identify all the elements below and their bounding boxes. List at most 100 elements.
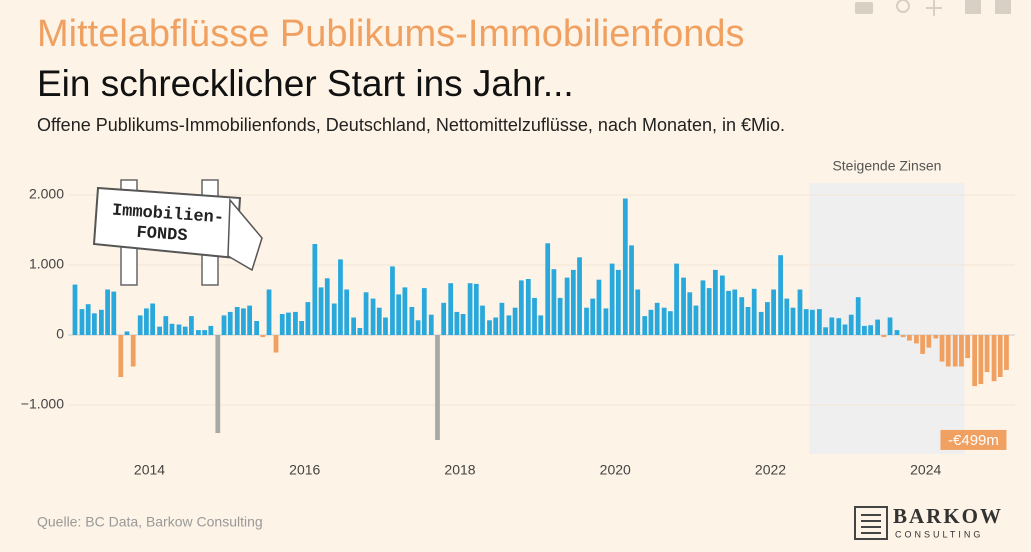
bar <box>622 198 628 335</box>
bar <box>545 243 551 335</box>
chart-title: Mittelabflüsse Publikums-Immobilienfonds <box>37 13 745 55</box>
bar <box>130 335 136 367</box>
bar <box>739 297 745 335</box>
logo-lines <box>861 514 881 534</box>
bar <box>596 279 602 335</box>
bar <box>590 298 596 335</box>
bar <box>383 317 388 335</box>
bar <box>266 289 272 335</box>
bar <box>176 324 182 335</box>
bar <box>72 284 78 335</box>
bar <box>926 335 932 348</box>
bar <box>875 319 880 335</box>
bar <box>959 335 964 367</box>
bar <box>247 305 253 335</box>
camera-icon[interactable] <box>855 2 873 14</box>
bar <box>202 330 207 335</box>
bar <box>881 335 887 338</box>
bar <box>842 324 848 335</box>
bar <box>487 320 492 335</box>
shaded-region-label: Steigende Zinsen <box>832 158 941 174</box>
bar <box>318 287 324 335</box>
bar <box>363 292 369 335</box>
bar <box>564 277 570 335</box>
bar <box>1004 335 1009 370</box>
bar <box>351 317 357 335</box>
bar <box>862 325 867 335</box>
x-tick-label: 2024 <box>910 462 941 478</box>
bar <box>506 315 512 335</box>
bar <box>584 307 589 335</box>
bar <box>111 291 117 335</box>
y-tick-label: −1.000 <box>21 396 64 412</box>
bar <box>894 330 900 335</box>
annotation-box <box>940 429 1007 450</box>
bar <box>525 279 531 335</box>
bar <box>900 335 906 338</box>
bar <box>182 326 188 335</box>
bar <box>920 335 926 354</box>
bar <box>887 317 893 335</box>
bar <box>150 303 155 335</box>
bar <box>99 309 104 335</box>
bar <box>945 335 951 367</box>
zoom-in-icon[interactable] <box>965 0 981 14</box>
bar <box>726 290 731 335</box>
bar <box>907 335 912 341</box>
bar <box>357 328 363 335</box>
bar <box>331 303 337 335</box>
bar <box>441 302 447 335</box>
logo-sub: CONSULTING <box>895 529 983 539</box>
bar <box>603 308 609 335</box>
shaded-region <box>809 183 965 454</box>
bar <box>493 317 499 335</box>
bar <box>196 330 201 335</box>
bar <box>654 302 660 335</box>
sign-tag <box>227 198 263 272</box>
bar <box>758 311 764 335</box>
bar <box>997 335 1003 377</box>
bar <box>215 335 221 433</box>
bar <box>577 257 582 335</box>
pan-icon[interactable] <box>926 0 942 16</box>
bar <box>771 289 776 335</box>
bar <box>254 321 259 335</box>
bar <box>855 297 861 335</box>
bar <box>454 311 460 335</box>
bar <box>803 309 809 335</box>
bar <box>390 266 395 335</box>
zoom-out-icon[interactable] <box>995 0 1011 14</box>
bar <box>784 298 790 335</box>
sign-text: FONDS <box>136 224 188 247</box>
bar <box>118 335 124 377</box>
bar <box>745 307 751 335</box>
bar <box>557 297 563 335</box>
logo: BARKOW CONSULTING <box>854 504 1001 540</box>
bar <box>732 289 738 335</box>
y-tick-label: 0 <box>56 326 64 342</box>
bar <box>415 320 421 335</box>
bar <box>338 259 343 335</box>
bar <box>551 269 557 335</box>
bar <box>241 308 246 335</box>
bar <box>460 314 466 335</box>
bar <box>227 311 233 335</box>
zoom-icon[interactable] <box>896 0 910 13</box>
y-tick-label: 1.000 <box>29 256 64 272</box>
annotation: -€499m <box>940 429 1007 450</box>
bar <box>299 321 305 335</box>
bar <box>189 316 194 335</box>
bar <box>790 307 796 335</box>
bar <box>480 305 485 335</box>
bar <box>157 326 162 335</box>
bar <box>848 314 854 335</box>
bar <box>939 335 945 362</box>
bar <box>409 307 415 335</box>
bar <box>538 315 544 335</box>
bar <box>324 278 330 335</box>
x-tick-label: 2022 <box>755 462 786 478</box>
bar <box>273 335 279 353</box>
bar <box>396 294 402 335</box>
bar <box>933 335 939 339</box>
bar <box>693 305 699 335</box>
